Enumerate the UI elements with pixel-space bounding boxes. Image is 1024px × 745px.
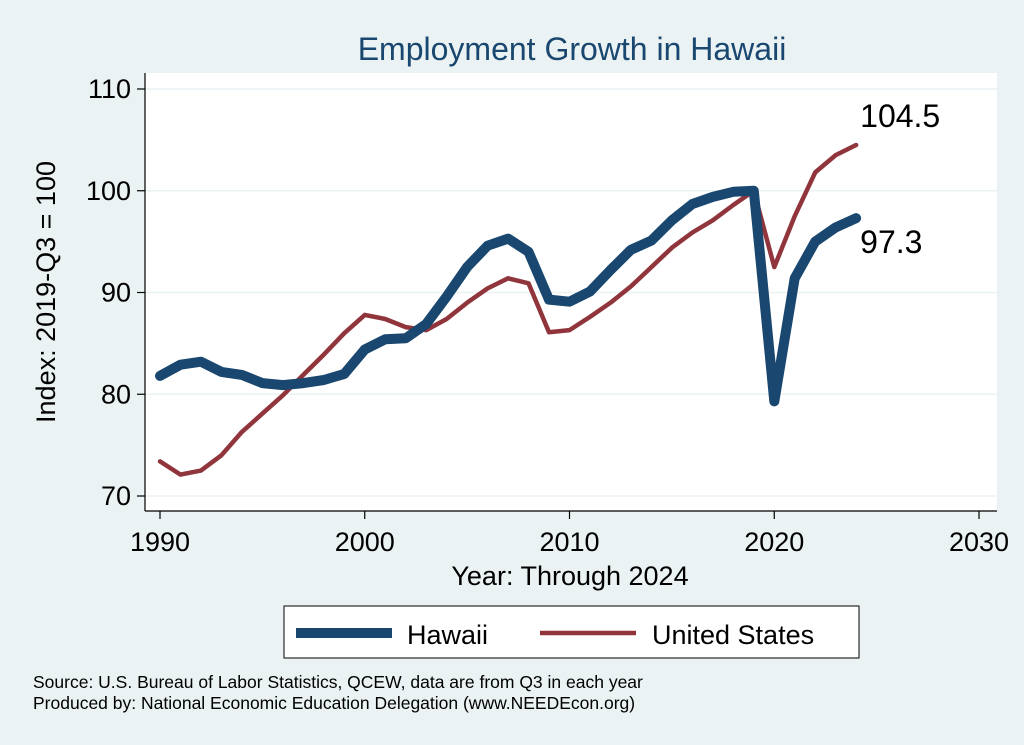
y-tick-label-80: 80 (101, 379, 131, 409)
x-tick-label-2030: 2030 (949, 527, 1009, 557)
legend-label-united-states: United States (652, 620, 814, 650)
end-label-united-states: 104.5 (860, 98, 940, 134)
y-tick-label-110: 110 (88, 74, 131, 104)
legend-label-hawaii: Hawaii (407, 620, 488, 650)
series-line-hawaii (155, 185, 862, 407)
x-axis-label: Year: Through 2024 (451, 561, 688, 591)
x-tick-label-2020: 2020 (744, 527, 804, 557)
produced-by-note: Produced by: National Economic Education… (33, 693, 635, 713)
end-label-hawaii: 97.3 (860, 224, 922, 260)
y-axis-label: Index: 2019-Q3 = 100 (31, 161, 61, 423)
series-line-united-states (157, 142, 859, 477)
x-tick-label-2000: 2000 (335, 527, 395, 557)
y-tick-label-90: 90 (101, 278, 131, 308)
end-labels: 104.5 97.3 (860, 98, 940, 260)
x-tick-labels: 1990 2000 2010 2020 2030 (130, 527, 1009, 557)
series-lines (155, 142, 862, 477)
axes (137, 73, 997, 519)
source-note: Source: U.S. Bureau of Labor Statistics,… (33, 672, 643, 692)
x-tick-label-2010: 2010 (539, 527, 599, 557)
grid-lines (145, 88, 997, 497)
legend: Hawaii United States (283, 605, 860, 659)
y-tick-label-100: 100 (86, 176, 131, 206)
y-tick-label-70: 70 (101, 481, 131, 511)
y-tick-labels: 70 80 90 100 110 (86, 74, 131, 511)
x-tick-label-1990: 1990 (130, 527, 190, 557)
chart-title: Employment Growth in Hawaii (358, 31, 787, 67)
